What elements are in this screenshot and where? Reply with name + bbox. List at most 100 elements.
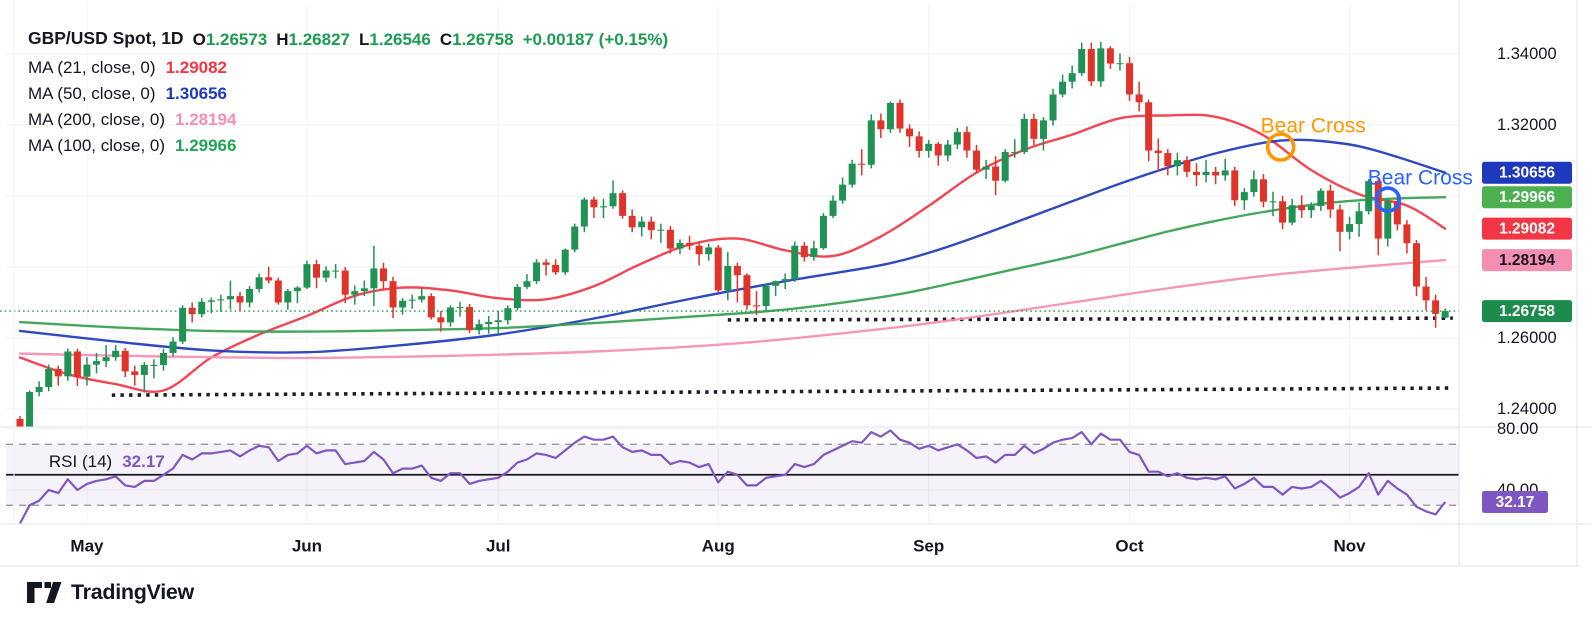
candle xyxy=(408,294,416,309)
bear-cross-label: Bear Cross xyxy=(1368,166,1473,189)
price-pane[interactable] xyxy=(16,41,1453,445)
month-label: Jun xyxy=(292,537,322,556)
candle-body xyxy=(1422,286,1430,301)
candle-body xyxy=(590,199,598,208)
candle-body xyxy=(829,200,837,216)
candle xyxy=(513,284,521,311)
legend-ma-row[interactable]: MA (200, close, 0) 1.28194 xyxy=(28,108,668,130)
candle xyxy=(992,156,1000,196)
candle-body xyxy=(906,128,914,137)
support-dotted-line[interactable] xyxy=(111,386,1453,397)
candle xyxy=(475,319,483,335)
candle xyxy=(1212,166,1220,185)
price-scale[interactable]: 1.340001.320001.260001.2400080.0040.001.… xyxy=(1482,45,1572,513)
bear-cross-annotation[interactable]: Bear Cross xyxy=(1261,115,1366,162)
candle xyxy=(1001,149,1009,183)
legend-ma-row[interactable]: MA (50, close, 0) 1.30656 xyxy=(28,82,668,104)
bear-cross-label: Bear Cross xyxy=(1261,115,1366,138)
candle-body xyxy=(533,262,541,282)
candle-body xyxy=(1106,48,1114,64)
symbol-legend-row[interactable]: GBP/USD Spot, 1D O 1.26573 H 1.26827 L 1.26… xyxy=(28,28,668,50)
candle-body xyxy=(1087,49,1095,82)
candle xyxy=(446,305,454,327)
ma-label: MA (100, close, 0) xyxy=(28,135,166,155)
candle-body xyxy=(542,262,550,265)
candle-body xyxy=(1403,224,1411,244)
tradingview-logo[interactable]: TradingView xyxy=(26,580,194,605)
tradingview-logo-icon xyxy=(27,582,62,603)
candle-body xyxy=(1269,201,1277,203)
candle xyxy=(686,235,694,250)
candle-body xyxy=(226,296,234,300)
candle-body xyxy=(552,264,560,273)
candle xyxy=(121,347,129,378)
candle-body xyxy=(485,322,493,325)
low-label: L xyxy=(359,29,370,49)
rsi-label: RSI (14) xyxy=(48,452,113,471)
candle-body xyxy=(1384,200,1392,239)
candle xyxy=(1011,139,1019,158)
ma-label: MA (50, close, 0) xyxy=(28,83,156,103)
bear-cross-circle[interactable] xyxy=(1265,132,1296,162)
candle-body xyxy=(666,229,674,249)
candle xyxy=(724,252,732,301)
price-badge: 1.28194 xyxy=(1482,249,1572,272)
candle xyxy=(274,277,282,305)
symbol-title: GBP/USD Spot, 1D xyxy=(28,28,184,49)
candle-body xyxy=(169,341,177,353)
candle-body xyxy=(293,287,301,292)
candle xyxy=(236,291,244,312)
price-badge-bg xyxy=(1482,300,1572,323)
candle xyxy=(915,131,923,158)
candle-body xyxy=(437,317,445,323)
candle xyxy=(93,352,101,374)
candle-body xyxy=(791,245,799,280)
legend-ma-row[interactable]: MA (21, close, 0) 1.29082 xyxy=(28,56,668,78)
candle xyxy=(666,225,674,254)
candle xyxy=(159,348,167,371)
candle-body xyxy=(609,193,617,207)
candle xyxy=(485,315,493,334)
open-label: O xyxy=(192,29,206,49)
candle-body xyxy=(599,206,607,208)
candle-body xyxy=(93,361,101,365)
candle-body xyxy=(657,229,665,231)
candle-body xyxy=(1365,181,1373,212)
candle xyxy=(131,365,139,386)
high-label: H xyxy=(276,29,289,49)
legend-ma-row[interactable]: MA (100, close, 0) 1.29966 xyxy=(28,134,668,156)
candle xyxy=(590,196,598,219)
candle-body xyxy=(246,289,254,303)
candle-body xyxy=(848,163,856,185)
candle xyxy=(1298,195,1306,219)
price-badge-label: 1.30656 xyxy=(1499,165,1555,182)
candle-body xyxy=(973,150,980,170)
candle-body xyxy=(1250,179,1258,193)
candle-body xyxy=(513,286,521,309)
price-badge: 1.26758 xyxy=(1482,300,1572,323)
bear-cross-circle[interactable] xyxy=(1374,186,1402,213)
candle xyxy=(35,381,43,397)
candle-body xyxy=(379,268,387,282)
support-dotted-line[interactable] xyxy=(727,316,1453,322)
candle-body xyxy=(1317,190,1325,206)
bear-cross-annotation[interactable]: Bear Cross xyxy=(1368,166,1473,213)
rsi-legend-row[interactable]: RSI (14) 32.17 xyxy=(30,432,165,492)
candle xyxy=(207,297,215,314)
candle-body xyxy=(1288,205,1296,223)
candle-body xyxy=(1059,81,1067,95)
rsi-line xyxy=(19,429,1447,524)
rsi-badge-label: 32.17 xyxy=(1496,494,1535,511)
month-label: Oct xyxy=(1115,537,1144,556)
candle-body xyxy=(714,247,722,291)
price-tick-label: 1.34000 xyxy=(1497,45,1557,63)
candle-body xyxy=(504,308,512,321)
candle xyxy=(533,259,541,285)
candle xyxy=(819,213,827,250)
candle-body xyxy=(217,299,225,301)
rsi-pane[interactable] xyxy=(6,443,1459,506)
time-scale[interactable]: May Jun Jul Aug Sep Oct Nov xyxy=(70,537,1366,556)
rsi-value: 32.17 xyxy=(122,452,165,471)
candle-body xyxy=(418,296,426,300)
